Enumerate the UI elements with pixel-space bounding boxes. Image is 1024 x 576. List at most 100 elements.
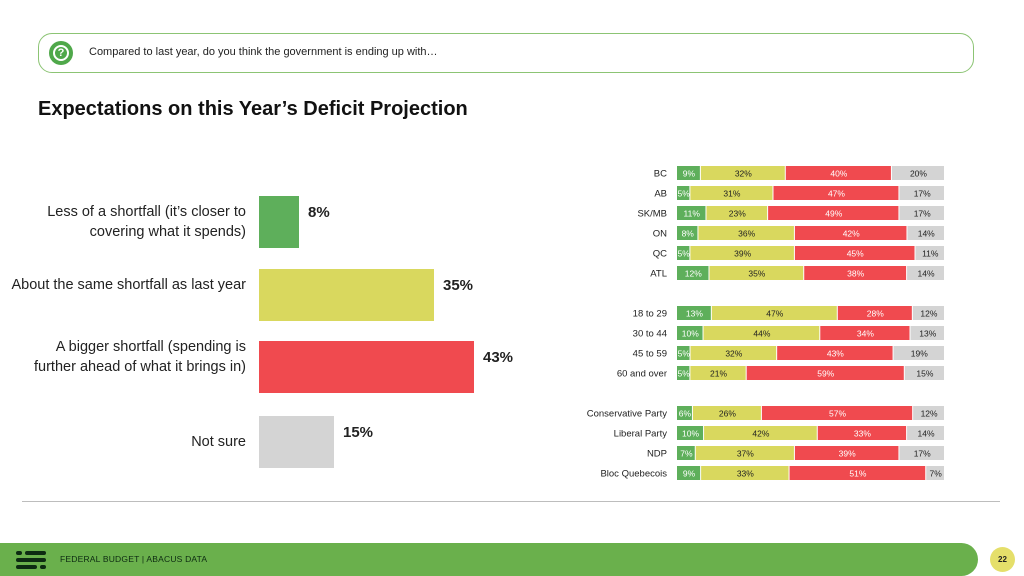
bar-value-label: 35% <box>443 277 474 294</box>
segment-value-label: 6% <box>679 408 692 418</box>
segment-bar <box>817 426 907 440</box>
segment-bar <box>704 426 817 440</box>
segment-bar <box>820 326 910 340</box>
segment-bar <box>690 186 773 200</box>
segment-bar <box>677 206 706 220</box>
segment-bar <box>913 406 944 420</box>
bar-value-label: 43% <box>483 349 514 366</box>
segment-value-label: 5% <box>678 188 691 198</box>
segment-bar <box>904 366 944 380</box>
segment-row-label: Bloc Quebecois <box>600 469 667 480</box>
segment-value-label: 33% <box>854 428 871 438</box>
segment-bar <box>899 186 944 200</box>
segment-bar <box>677 446 695 460</box>
segment-value-label: 13% <box>919 328 936 338</box>
segment-value-label: 21% <box>710 368 727 378</box>
segment-bar <box>677 186 690 200</box>
segment-value-label: 39% <box>734 248 751 258</box>
segment-bar <box>837 306 912 320</box>
segment-value-label: 31% <box>723 188 740 198</box>
segment-row-label: SK/MB <box>637 209 667 220</box>
segment-value-label: 14% <box>918 268 935 278</box>
segment-bar <box>677 166 700 180</box>
segment-value-label: 37% <box>737 448 754 458</box>
abacus-logo-icon <box>16 551 46 569</box>
segment-value-label: 20% <box>910 168 927 178</box>
segment-row-label: Conservative Party <box>587 409 668 420</box>
segment-value-label: 44% <box>753 328 770 338</box>
bar <box>259 416 334 468</box>
segment-value-label: 13% <box>686 308 703 318</box>
segment-bar <box>677 366 690 380</box>
segment-value-label: 42% <box>843 228 860 238</box>
segment-bar <box>677 246 690 260</box>
segment-value-label: 51% <box>849 468 866 478</box>
segment-bar <box>926 466 944 480</box>
segment-value-label: 28% <box>867 308 884 318</box>
segment-bar <box>907 426 944 440</box>
segment-value-label: 19% <box>911 348 928 358</box>
segment-value-label: 35% <box>748 268 765 278</box>
segment-value-label: 12% <box>920 308 937 318</box>
segment-row-label: QC <box>653 249 667 260</box>
category-label: About the same shortfall as last year <box>11 277 246 293</box>
segment-value-label: 11% <box>684 208 701 218</box>
segment-bar <box>706 206 768 220</box>
segment-row-label: ON <box>653 229 667 240</box>
category-label: Not sure <box>191 434 246 450</box>
segment-stacked-chart: BC 9% 32% 40% 20% AB 5% 31% 47% 17% SK/MB 11% 23% 49%… <box>587 166 944 480</box>
segment-value-label: 59% <box>817 368 834 378</box>
segment-bar <box>711 306 837 320</box>
segment-value-label: 7% <box>929 468 942 478</box>
segment-value-label: 42% <box>752 428 769 438</box>
bar <box>259 196 299 248</box>
segment-value-label: 17% <box>914 208 931 218</box>
segment-bar <box>893 346 944 360</box>
question-box: ? Compared to last year, do you think th… <box>38 33 974 73</box>
segment-value-label: 14% <box>918 428 935 438</box>
segment-bar <box>677 326 703 340</box>
segment-bar <box>912 306 944 320</box>
page-title: Expectations on this Year’s Deficit Proj… <box>38 98 468 120</box>
segment-value-label: 45% <box>847 248 864 258</box>
segment-bar <box>907 266 944 280</box>
segment-value-label: 12% <box>685 268 702 278</box>
segment-row-label: 30 to 44 <box>633 329 667 340</box>
segment-bar <box>915 246 944 260</box>
segment-bar <box>804 266 907 280</box>
segment-value-label: 17% <box>914 448 931 458</box>
footer-bar: FEDERAL BUDGET | ABACUS DATA <box>0 543 978 576</box>
segment-bar <box>785 166 891 180</box>
segment-bar <box>789 466 926 480</box>
segment-bar <box>794 226 907 240</box>
segment-bar <box>677 226 698 240</box>
segment-value-label: 15% <box>916 368 933 378</box>
segment-bar <box>761 406 913 420</box>
segment-value-label: 32% <box>725 348 742 358</box>
page-number: 22 <box>990 547 1015 572</box>
segment-value-label: 5% <box>678 368 691 378</box>
segment-row-label: BC <box>654 169 667 180</box>
segment-bar <box>677 426 704 440</box>
segment-value-label: 10% <box>682 328 699 338</box>
segment-bar <box>709 266 804 280</box>
segment-value-label: 8% <box>682 228 695 238</box>
segment-row-label: 45 to 59 <box>633 349 667 360</box>
segment-bar <box>794 246 915 260</box>
bar-value-label: 15% <box>343 424 374 441</box>
segment-bar <box>899 446 944 460</box>
segment-value-label: 12% <box>921 408 938 418</box>
segment-value-label: 9% <box>683 168 696 178</box>
divider <box>22 501 1000 502</box>
segment-value-label: 11% <box>922 248 939 258</box>
segment-bar <box>773 186 899 200</box>
segment-bar <box>703 326 820 340</box>
category-label: A bigger shortfall (spending is further … <box>34 339 246 375</box>
question-icon: ? <box>49 41 73 65</box>
segment-row-label: ATL <box>650 269 667 280</box>
segment-bar <box>777 346 893 360</box>
segment-value-label: 9% <box>683 468 696 478</box>
segment-value-label: 5% <box>678 348 691 358</box>
segment-bar <box>746 366 904 380</box>
segment-value-label: 14% <box>918 228 935 238</box>
